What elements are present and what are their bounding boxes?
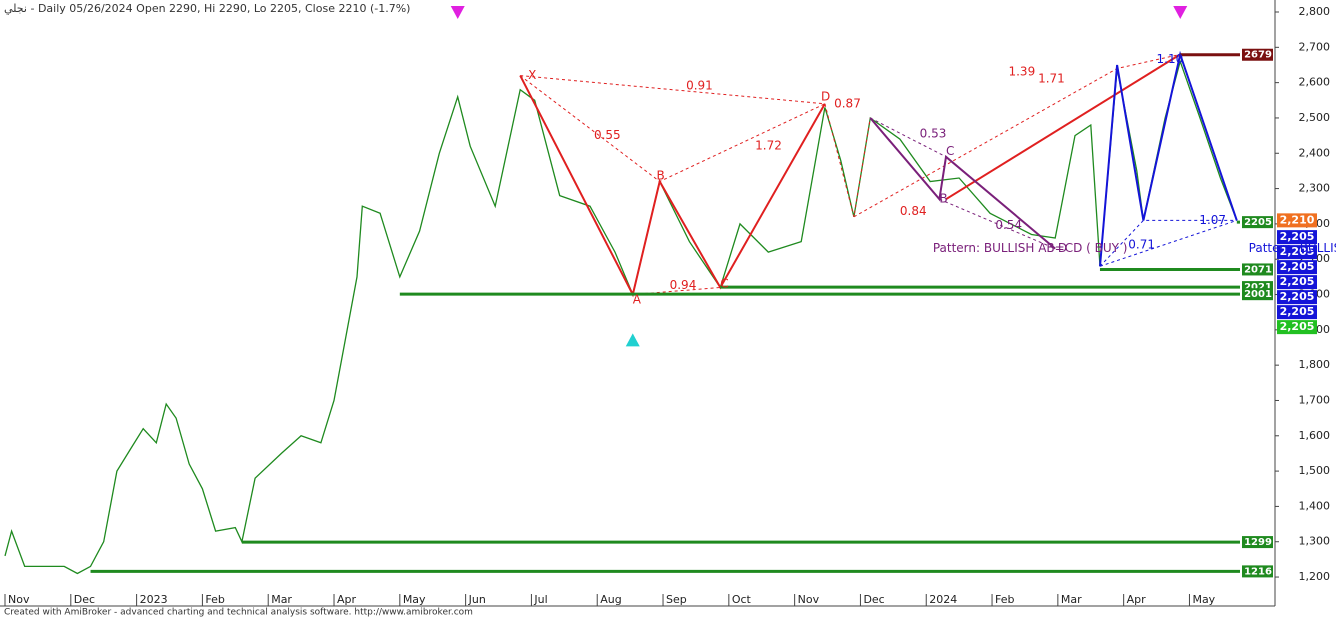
- annotation: 1.10: [1157, 52, 1184, 66]
- annotation: C: [946, 144, 954, 158]
- price-tag: [1277, 245, 1317, 260]
- level-label: 2021: [1244, 282, 1272, 293]
- price-tag-label: 2,205: [1280, 245, 1315, 258]
- annotation: X: [528, 68, 536, 82]
- level-label: 1299: [1244, 537, 1272, 548]
- level-label: 1216: [1244, 566, 1272, 577]
- price-tag-label: 2,205: [1280, 230, 1315, 243]
- y-tick-label: 2,700: [1299, 40, 1331, 53]
- price-tag: [1277, 260, 1317, 275]
- y-tick-label: 2,400: [1299, 146, 1331, 159]
- annotation: 0.94: [670, 278, 697, 292]
- annotation: 1.39: [1008, 65, 1035, 79]
- x-tick-label: 2024: [929, 593, 957, 606]
- level-box: [1242, 216, 1273, 229]
- x-tick-label: Jun: [468, 593, 486, 606]
- x-tick-label: Dec: [863, 593, 884, 606]
- x-tick-label: Jul: [533, 593, 547, 606]
- annotation: 0.71: [1128, 238, 1155, 252]
- annotation: 0.91: [686, 79, 713, 93]
- level-label: 2071: [1244, 264, 1272, 275]
- y-tick-label: 2,800: [1299, 5, 1331, 18]
- price-tag: [1277, 320, 1317, 335]
- annotation: 1.07: [1199, 213, 1226, 227]
- annotation: A: [633, 292, 642, 306]
- price-tag-label: 2,205: [1280, 305, 1315, 318]
- annotation: C: [720, 276, 728, 290]
- level-box: [1242, 536, 1273, 549]
- y-tick-label: 1,300: [1299, 535, 1331, 548]
- price-tag-label: 2,205: [1280, 290, 1315, 303]
- price-tag: [1277, 305, 1317, 320]
- x-tick-label: Apr: [337, 593, 357, 606]
- pattern-line: [945, 53, 1181, 201]
- x-tick-label: Sep: [666, 593, 687, 606]
- x-tick-label: Apr: [1127, 593, 1147, 606]
- annotation: D: [1058, 241, 1067, 255]
- annotation: B: [939, 192, 947, 206]
- level-box: [1242, 48, 1273, 61]
- x-tick-label: Mar: [271, 593, 292, 606]
- level-label: 2001: [1244, 289, 1272, 300]
- footer: Created with AmiBroker - advanced charti…: [4, 608, 473, 618]
- y-tick-label: 2,600: [1299, 76, 1331, 89]
- price-tag: [1277, 230, 1317, 245]
- pattern-line: [939, 198, 1056, 250]
- y-tick-label: 1,200: [1299, 570, 1331, 583]
- level-box: [1242, 288, 1273, 301]
- y-tick-label: 2,300: [1299, 182, 1331, 195]
- x-tick-label: Feb: [205, 593, 224, 606]
- pattern-line: [1099, 219, 1237, 267]
- price-tag: [1277, 275, 1317, 290]
- x-tick-label: Nov: [798, 593, 820, 606]
- x-tick-label: Aug: [600, 593, 621, 606]
- price-line: [4, 59, 1238, 575]
- annotation: B: [656, 169, 664, 183]
- signal-marker: [625, 333, 640, 347]
- y-tick-label: 1,400: [1299, 499, 1331, 512]
- x-tick-label: Mar: [1061, 593, 1082, 606]
- annotation: 0.53: [920, 126, 947, 140]
- annotation: 0.84: [900, 204, 927, 218]
- level-box: [1242, 263, 1273, 276]
- annotation: 1.72: [755, 139, 782, 153]
- x-tick-label: 2023: [140, 593, 168, 606]
- pattern-line: [519, 75, 826, 183]
- x-tick-label: Oct: [732, 593, 752, 606]
- y-tick-label: 1,600: [1299, 429, 1331, 442]
- y-tick-label: 1,800: [1299, 358, 1331, 371]
- annotation: Pattern: BULLISH AB=CD ( BUY ): [933, 241, 1128, 255]
- level-label: 2205: [1244, 217, 1272, 228]
- price-tag-label: 2,205: [1280, 275, 1315, 288]
- y-tick-label: 2,500: [1299, 111, 1331, 124]
- x-tick-label: May: [403, 593, 426, 606]
- x-tick-label: May: [1192, 593, 1215, 606]
- annotation: 1.71: [1038, 72, 1065, 86]
- annotation: 0.54: [995, 218, 1022, 232]
- pattern-line: [869, 117, 1056, 250]
- annotation: D: [821, 89, 830, 103]
- chart-title: نجلي - Daily 05/26/2024 Open 2290, Hi 22…: [4, 2, 410, 15]
- price-tag: [1277, 213, 1317, 228]
- price-tag: [1277, 290, 1317, 305]
- level-box: [1242, 565, 1273, 578]
- y-tick-label: 1,500: [1299, 464, 1331, 477]
- price-tag-label: 2,205: [1280, 260, 1315, 273]
- annotation: 0.55: [594, 128, 621, 142]
- annotation: Pattern: BULLISH Sh: [1249, 241, 1336, 255]
- y-tick-label: 1,700: [1299, 393, 1331, 406]
- level-label: 2679: [1244, 50, 1272, 61]
- pattern-line: [870, 117, 947, 158]
- signal-marker: [1173, 6, 1188, 20]
- annotation: 0.87: [834, 96, 861, 110]
- price-tag-label: 2,205: [1280, 320, 1315, 333]
- price-tag-label: 2,210: [1280, 213, 1315, 226]
- pattern-line: [1099, 50, 1238, 267]
- x-tick-label: Feb: [995, 593, 1014, 606]
- signal-marker: [450, 6, 465, 20]
- x-tick-label: Dec: [74, 593, 95, 606]
- x-tick-label: Nov: [8, 593, 30, 606]
